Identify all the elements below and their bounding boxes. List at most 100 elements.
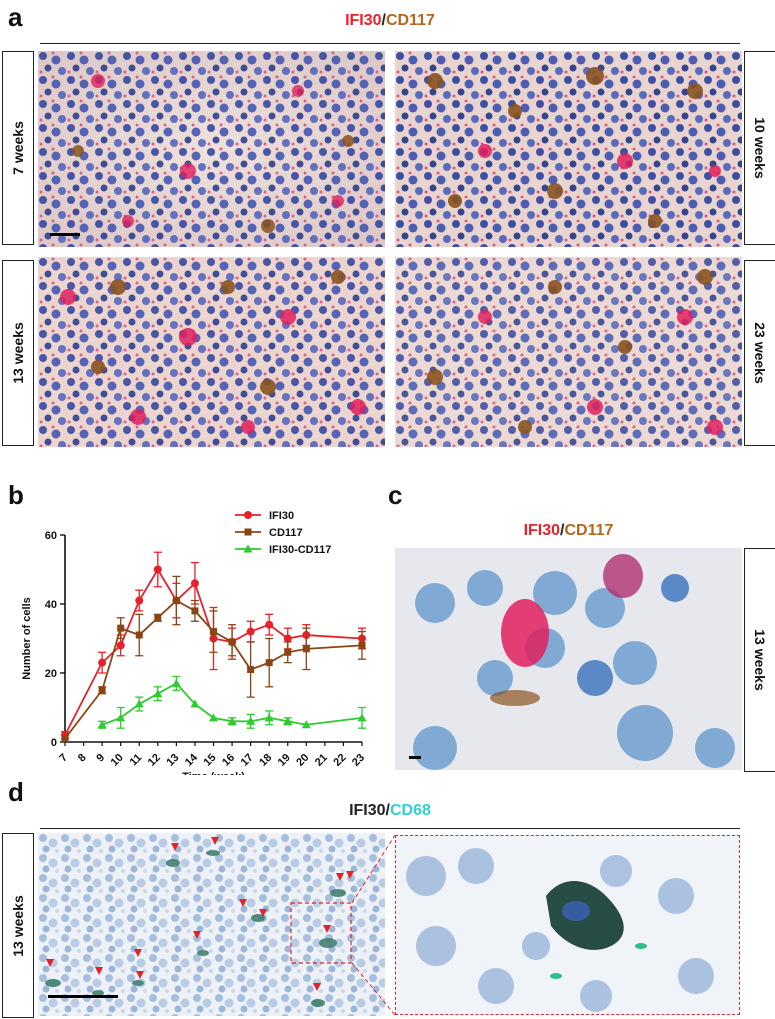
line-chart: 02040607891011121314151617181920212223Ti… — [21, 510, 367, 775]
panel-c-title: IFI30/CD117 — [395, 522, 742, 540]
data-point — [98, 658, 107, 667]
x-tick-label: 14 — [183, 751, 201, 769]
data-point — [116, 641, 125, 650]
panel-c-letter: c — [388, 480, 403, 510]
data-point — [246, 627, 255, 636]
panel-d-letter: d — [8, 777, 24, 807]
data-point — [135, 596, 144, 605]
legend-label: CD117 — [269, 527, 303, 539]
data-point — [190, 579, 199, 588]
micrograph-13-weeks-image — [38, 257, 385, 447]
data-point — [61, 735, 69, 743]
panel-c-title-ifi30: IFI30 — [523, 522, 561, 539]
legend-label: IFI30 — [269, 510, 294, 522]
y-tick-label: 40 — [45, 599, 57, 611]
data-point — [209, 713, 218, 722]
data-point — [283, 716, 293, 725]
micrograph-23-weeks-image — [395, 257, 742, 447]
data-point — [191, 607, 199, 615]
panel-a-letter: a — [8, 2, 23, 32]
label-13-weeks: 13 weeks — [2, 260, 34, 446]
x-tick-label: 21 — [313, 752, 330, 769]
panel-a-title-cd117: CD117 — [386, 12, 435, 29]
micrograph-23-weeks — [395, 257, 742, 447]
data-point — [154, 614, 162, 622]
micrograph-10-weeks-image — [395, 51, 742, 247]
x-tick-label: 15 — [201, 752, 218, 769]
x-axis-label: Time (week) — [182, 771, 245, 775]
x-tick-label: 19 — [276, 752, 293, 769]
panel-d-title: IFI30/CD68 — [40, 802, 740, 820]
panel-a-title-slash: / — [381, 12, 386, 29]
x-tick-label: 13 — [164, 752, 181, 769]
data-point — [265, 659, 273, 667]
x-tick-label: 12 — [146, 752, 163, 769]
micrograph-13-weeks — [38, 257, 385, 447]
data-point — [302, 645, 310, 653]
legend-label: IFI30-CD117 — [269, 544, 331, 556]
panel-d-title-ifi30: IFI30 — [349, 802, 386, 819]
micrograph-cd68-zoom — [395, 835, 740, 1015]
data-point — [283, 634, 292, 643]
panel-a-title-ifi30: IFI30 — [345, 12, 382, 29]
panel-d-title-cd68: CD68 — [390, 802, 431, 819]
data-point — [190, 699, 200, 708]
panel-a-title: IFI30/CD117 — [40, 12, 740, 30]
x-tick-label: 9 — [94, 752, 107, 765]
data-point — [117, 624, 125, 632]
panel-d-rule — [40, 828, 740, 829]
x-tick-label: 11 — [128, 752, 145, 769]
micrograph-10-weeks — [395, 51, 742, 247]
legend-marker — [243, 544, 253, 553]
label-10-weeks: 10 weeks — [744, 51, 775, 245]
data-point — [134, 699, 144, 708]
micrograph-7-weeks — [38, 51, 385, 247]
zoom-connector — [351, 834, 396, 1016]
x-tick-label: 16 — [220, 752, 237, 769]
y-axis-label: Number of cells — [21, 597, 33, 680]
data-point — [265, 620, 274, 629]
legend-marker — [244, 528, 252, 536]
data-point — [358, 641, 366, 649]
panel-a-rule — [40, 43, 740, 44]
x-tick-label: 10 — [109, 752, 126, 769]
x-tick-label: 22 — [331, 752, 348, 769]
data-point — [97, 720, 107, 729]
x-tick-label: 8 — [76, 752, 89, 765]
micrograph-cd68-overview — [38, 833, 385, 1016]
data-point — [246, 716, 256, 725]
panel-c-title-cd117: CD117 — [564, 522, 614, 539]
micrograph-high-magnification-image — [395, 548, 742, 770]
label-c-13-weeks: 13 weeks — [744, 548, 775, 772]
legend-marker — [244, 511, 252, 519]
y-tick-label: 60 — [45, 530, 57, 542]
data-point — [135, 631, 143, 639]
y-tick-label: 0 — [51, 737, 57, 749]
label-d-13-weeks: 13 weeks — [2, 833, 34, 1018]
data-point — [247, 666, 255, 674]
data-point — [116, 713, 126, 722]
x-tick-label: 23 — [350, 752, 367, 769]
y-tick-label: 20 — [45, 668, 57, 680]
data-point — [153, 565, 162, 574]
x-tick-label: 17 — [239, 752, 256, 769]
data-point — [301, 720, 311, 729]
data-point — [153, 689, 163, 698]
micrograph-cd68-overview-image — [38, 833, 385, 1016]
label-7-weeks: 7 weeks — [2, 51, 34, 245]
x-tick-label: 20 — [294, 752, 311, 769]
micrograph-7-weeks-image — [38, 51, 385, 247]
data-point — [98, 686, 106, 694]
data-point — [357, 713, 367, 722]
label-23-weeks: 23 weeks — [744, 260, 775, 446]
micrograph-cd68-zoom-image — [396, 836, 739, 1014]
data-point — [228, 638, 236, 646]
data-point — [264, 713, 274, 722]
panel-b-letter: b — [8, 480, 24, 510]
panel-c-title-slash: / — [560, 522, 565, 539]
data-point — [172, 597, 180, 605]
data-point — [210, 628, 217, 636]
panel-d-title-slash: / — [385, 802, 390, 819]
micrograph-high-magnification — [395, 548, 742, 770]
x-tick-label: 18 — [257, 752, 274, 769]
